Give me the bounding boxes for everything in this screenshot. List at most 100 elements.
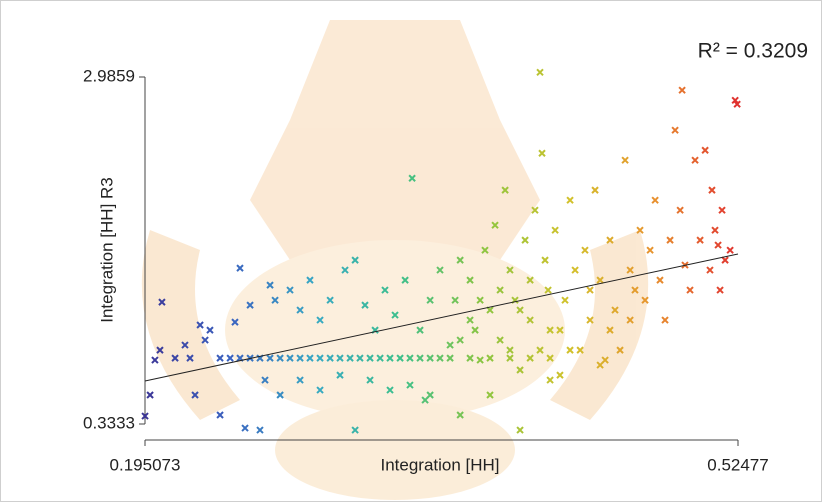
data-point [216, 354, 224, 362]
marker-stroke [391, 311, 399, 319]
data-point [466, 316, 474, 324]
data-point [666, 236, 674, 244]
data-point [361, 301, 369, 309]
data-point [716, 286, 724, 294]
marker-stroke [631, 286, 639, 294]
marker-stroke [356, 354, 364, 362]
data-point [516, 426, 524, 434]
data-point [396, 354, 404, 362]
marker-stroke [586, 316, 594, 324]
data-point [386, 386, 394, 394]
data-point [401, 276, 409, 284]
marker-stroke [236, 264, 244, 272]
data-point [151, 356, 159, 364]
data-point [366, 376, 374, 384]
marker-stroke [241, 424, 249, 432]
data-point [476, 356, 484, 364]
data-point [191, 391, 199, 399]
marker-stroke [581, 246, 589, 254]
marker-stroke [181, 341, 189, 349]
data-point [266, 281, 274, 289]
data-point [296, 354, 304, 362]
marker-stroke [386, 354, 394, 362]
marker-stroke [601, 356, 609, 364]
data-point [351, 256, 359, 264]
data-point [651, 196, 659, 204]
data-point [236, 264, 244, 272]
marker-stroke [576, 346, 584, 354]
marker-stroke [546, 326, 554, 334]
data-point [526, 316, 534, 324]
data-point [306, 354, 314, 362]
data-point [141, 412, 149, 420]
data-point [451, 296, 459, 304]
data-point [556, 326, 564, 334]
data-point [506, 346, 514, 354]
marker-stroke [296, 376, 304, 384]
data-point [641, 296, 649, 304]
marker-stroke [326, 354, 334, 362]
marker-stroke [701, 146, 709, 154]
data-point [576, 346, 584, 354]
marker-stroke [416, 326, 424, 334]
data-point [536, 68, 544, 76]
marker-stroke [201, 336, 209, 344]
data-point [731, 96, 739, 104]
data-point [701, 146, 709, 154]
marker-stroke [296, 354, 304, 362]
data-point [346, 354, 354, 362]
marker-stroke [426, 391, 434, 399]
marker-stroke [706, 266, 714, 274]
data-point [516, 306, 524, 314]
data-point [501, 186, 509, 194]
marker-stroke [306, 354, 314, 362]
data-point [366, 354, 374, 362]
data-point [416, 326, 424, 334]
marker-stroke [591, 186, 599, 194]
data-point [416, 354, 424, 362]
data-point [566, 196, 574, 204]
marker-stroke [611, 306, 619, 314]
data-point [481, 246, 489, 254]
marker-stroke [276, 354, 284, 362]
data-point [156, 346, 164, 354]
data-point [678, 86, 686, 94]
marker-stroke [471, 326, 479, 334]
marker-stroke [696, 236, 704, 244]
marker-stroke [536, 346, 544, 354]
marker-stroke [261, 376, 269, 384]
data-point [206, 326, 214, 334]
x-axis-title: Integration [HH] [380, 455, 499, 474]
data-point [316, 316, 324, 324]
marker-stroke [466, 354, 474, 362]
data-point [456, 411, 464, 419]
data-point [476, 296, 484, 304]
marker-stroke [546, 376, 554, 384]
marker-stroke [716, 286, 724, 294]
data-point [526, 276, 534, 284]
data-point [656, 276, 664, 284]
marker-stroke [691, 156, 699, 164]
marker-stroke [406, 381, 414, 389]
data-point [381, 286, 389, 294]
data-point [201, 336, 209, 344]
marker-stroke [361, 301, 369, 309]
data-point [386, 354, 394, 362]
marker-stroke [236, 354, 244, 362]
marker-stroke [516, 426, 524, 434]
trend-line [144, 253, 739, 382]
marker-stroke [486, 391, 494, 399]
marker-stroke [226, 354, 234, 362]
data-point [516, 366, 524, 374]
data-point [456, 336, 464, 344]
marker-stroke [726, 246, 734, 254]
marker-stroke [596, 361, 604, 369]
data-point [276, 391, 284, 399]
marker-stroke [286, 286, 294, 294]
marker-stroke [538, 149, 546, 157]
data-point [436, 266, 444, 274]
marker-stroke [496, 286, 504, 294]
data-point [733, 100, 741, 108]
data-point [426, 296, 434, 304]
